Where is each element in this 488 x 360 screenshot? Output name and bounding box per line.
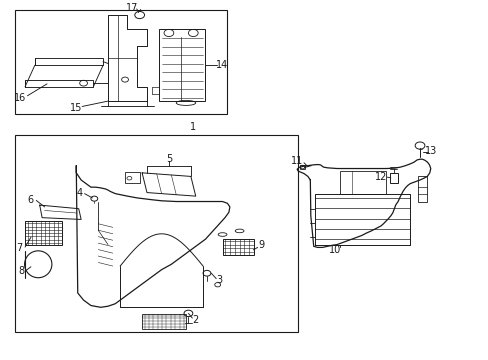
Text: 5: 5 [165,154,172,164]
Text: 13: 13 [424,146,436,156]
Text: 7: 7 [16,243,22,253]
Text: 15: 15 [70,103,82,113]
Bar [417,176,427,202]
Bar [15,10,227,114]
Text: 2: 2 [192,315,199,325]
Bar [25,221,61,244]
Text: 3: 3 [216,275,222,285]
Bar [159,30,205,101]
Bar [125,172,140,183]
Bar [389,173,397,183]
Text: 1: 1 [190,122,196,132]
Text: 12: 12 [374,172,386,182]
Text: 8: 8 [18,266,24,276]
Bar [339,171,385,194]
Text: 10: 10 [328,245,340,255]
Text: 9: 9 [258,240,264,250]
Bar [142,315,185,329]
Text: 4: 4 [77,188,82,198]
Text: 6: 6 [28,195,34,205]
Text: 14: 14 [216,60,228,70]
Text: 17: 17 [126,3,138,13]
Bar [299,165,305,169]
Text: 16: 16 [14,93,26,103]
Bar [222,239,254,255]
Text: 11: 11 [290,156,303,166]
Bar [15,135,298,332]
